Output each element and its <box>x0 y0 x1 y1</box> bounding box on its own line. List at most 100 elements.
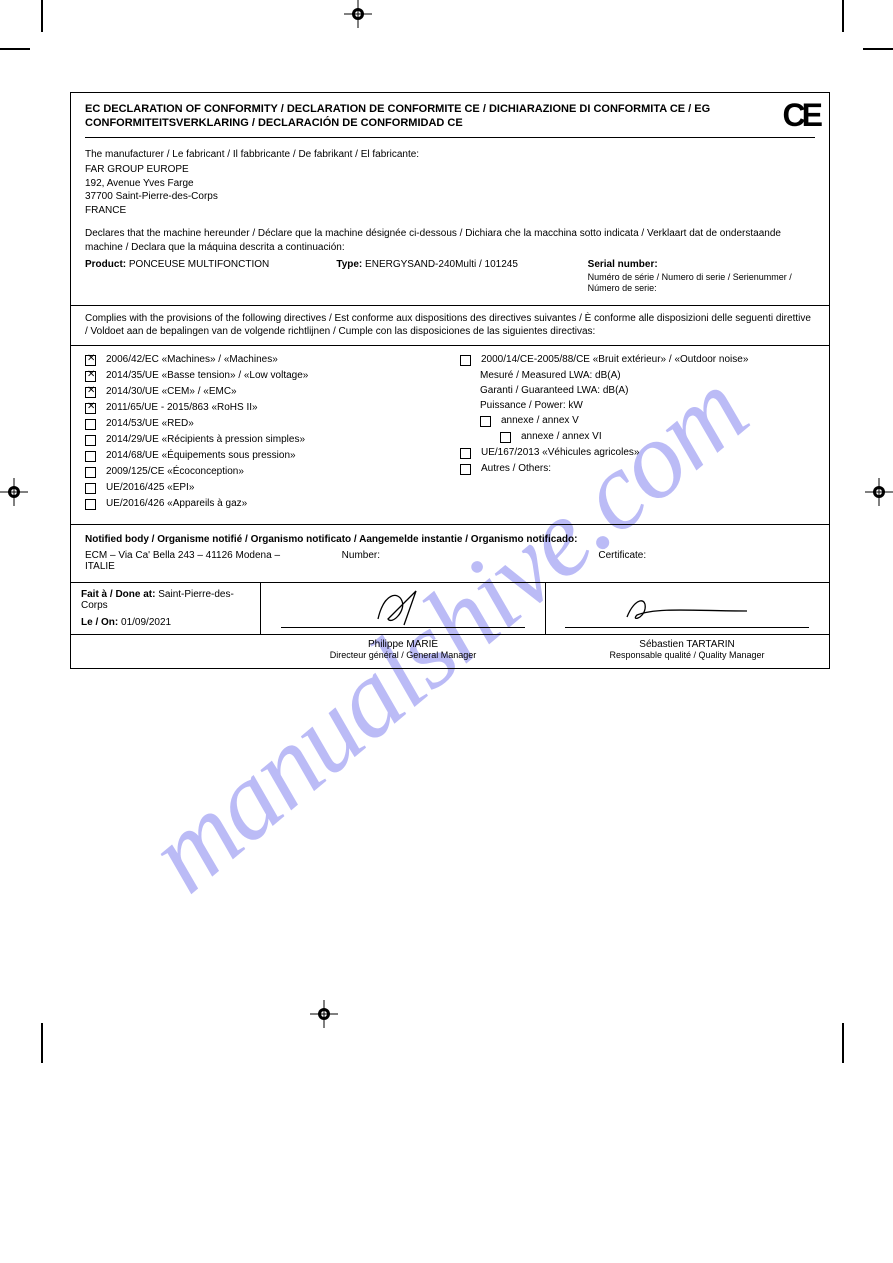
signer-2-role: Responsable qualité / Quality Manager <box>545 650 829 660</box>
crop-mark <box>863 48 893 50</box>
directive-label: UE/2016/425 «EPI» <box>106 482 194 493</box>
signature-section: Fait à / Done at: Saint-Pierre-des-Corps… <box>71 583 829 635</box>
checkbox-icon <box>85 419 96 430</box>
directive-sub-label: Garanti / Guaranteed LWA: dB(A) <box>480 385 628 396</box>
manufacturer-addr1: 192, Avenue Yves Farge <box>85 177 815 191</box>
checkbox-icon <box>85 467 96 478</box>
place-label: Fait à / Done at: <box>81 589 155 600</box>
checkbox-icon <box>500 432 511 443</box>
conforms-heading: Complies with the provisions of the foll… <box>85 312 815 339</box>
directive-row: 2000/14/CE-2005/88/CE «Bruit extérieur» … <box>460 354 815 366</box>
checkbox-icon <box>85 451 96 462</box>
crop-mark <box>41 1023 43 1063</box>
checkbox-icon <box>480 416 491 427</box>
directive-row: UE/167/2013 «Véhicules agricoles» <box>460 447 815 459</box>
checkbox-icon <box>460 464 471 475</box>
manufacturer-addr2: 37700 Saint-Pierre-des-Corps <box>85 190 815 204</box>
signature-1-line <box>281 594 525 628</box>
directive-label: UE/2016/426 «Appareils à gaz» <box>106 498 247 509</box>
directive-label: 2014/53/UE «RED» <box>106 418 194 429</box>
manufacturer-addr3: FRANCE <box>85 204 815 218</box>
declaration-document: EC DECLARATION OF CONFORMITY / DECLARATI… <box>70 92 830 669</box>
notified-section: Notified body / Organisme notifié / Orga… <box>71 525 829 584</box>
product-value: PONCEUSE MULTIFONCTION <box>129 259 269 270</box>
signature-names-section: Philippe MARIE Directeur général / Gener… <box>71 635 829 668</box>
crop-mark <box>842 0 844 32</box>
product-row: Product: PONCEUSE MULTIFONCTION Type: EN… <box>85 258 815 295</box>
directive-row: 2014/29/UE «Récipients à pression simple… <box>85 434 440 446</box>
notified-body-name: ECM – Via Ca' Bella 243 – 41126 Modena –… <box>85 550 302 572</box>
divider <box>85 137 815 144</box>
date-value: 01/09/2021 <box>121 617 171 628</box>
directive-label: 2014/35/UE «Basse tension» / «Low voltag… <box>106 370 308 381</box>
serial-label-multi: Numéro de série / Numero di serie / Seri… <box>588 272 815 295</box>
registration-mark-icon <box>344 0 372 28</box>
directive-row: 2014/53/UE «RED» <box>85 418 440 430</box>
signature-2-line <box>565 594 809 628</box>
ce-mark-icon: CE <box>783 97 819 134</box>
directive-row: Autres / Others: <box>460 463 815 475</box>
directive-label: 2006/42/EC «Machines» / «Machines» <box>106 354 278 365</box>
directive-row: annexe / annex VI <box>500 431 815 443</box>
directive-label: 2014/29/UE «Récipients à pression simple… <box>106 434 305 445</box>
directive-sub-label: Mesuré / Measured LWA: dB(A) <box>480 370 621 381</box>
directive-row: UE/2016/425 «EPI» <box>85 482 440 494</box>
directive-row: 2006/42/EC «Machines» / «Machines» <box>85 354 440 366</box>
directive-label: UE/167/2013 «Véhicules agricoles» <box>481 447 639 458</box>
directive-row: 2014/68/UE «Équipements sous pression» <box>85 450 440 462</box>
checkbox-icon <box>85 435 96 446</box>
directive-row: UE/2016/426 «Appareils à gaz» <box>85 498 440 510</box>
signer-1-name: Philippe MARIE <box>261 639 545 650</box>
checkbox-icon <box>85 499 96 510</box>
date-label: Le / On: <box>81 617 118 628</box>
crop-mark <box>842 1023 844 1063</box>
type-value: ENERGYSAND-240Multi / 101245 <box>365 259 518 270</box>
directives-section: 2006/42/EC «Machines» / «Machines» 2014/3… <box>71 346 829 525</box>
directive-row: annexe / annex V <box>480 415 815 427</box>
document-title: EC DECLARATION OF CONFORMITY / DECLARATI… <box>85 101 745 131</box>
directive-row: 2011/65/UE - 2015/863 «RoHS II» <box>85 402 440 414</box>
directive-label: 2014/30/UE «CEM» / «EMC» <box>106 386 237 397</box>
checkbox-icon <box>85 371 96 382</box>
directive-label: 2009/125/CE «Écoconception» <box>106 466 244 477</box>
crop-mark <box>0 48 30 50</box>
directive-sub-row: Mesuré / Measured LWA: dB(A) <box>480 370 815 381</box>
signature-2-icon <box>617 587 757 627</box>
directive-label: 2014/68/UE «Équipements sous pression» <box>106 450 296 461</box>
directive-sub-row: Puissance / Power: kW <box>480 400 815 411</box>
directives-right-col: 2000/14/CE-2005/88/CE «Bruit extérieur» … <box>460 354 815 514</box>
signer-2: Sébastien TARTARIN Responsable qualité /… <box>545 635 829 668</box>
signature-1-icon <box>358 585 448 627</box>
checkbox-icon <box>85 387 96 398</box>
directives-left-col: 2006/42/EC «Machines» / «Machines» 2014/3… <box>85 354 440 514</box>
directive-row: 2009/125/CE «Écoconception» <box>85 466 440 478</box>
declares-text: Declares that the machine hereunder / Dé… <box>85 227 815 254</box>
checkbox-icon <box>85 483 96 494</box>
registration-mark-icon <box>0 478 28 506</box>
signature-2-cell <box>546 583 830 634</box>
type-label: Type: <box>336 259 362 270</box>
footer-spacer <box>71 635 261 668</box>
conforms-section: Complies with the provisions of the foll… <box>71 306 829 346</box>
manufacturer-address: FAR GROUP EUROPE 192, Avenue Yves Farge … <box>85 163 815 217</box>
signer-2-name: Sébastien TARTARIN <box>545 639 829 650</box>
directive-label: annexe / annex V <box>501 415 579 426</box>
directive-row: 2014/30/UE «CEM» / «EMC» <box>85 386 440 398</box>
registration-mark-icon <box>310 1000 338 1028</box>
header-section: EC DECLARATION OF CONFORMITY / DECLARATI… <box>71 93 829 306</box>
signer-1: Philippe MARIE Directeur général / Gener… <box>261 635 545 668</box>
directive-label: 2011/65/UE - 2015/863 «RoHS II» <box>106 402 258 413</box>
checkbox-icon <box>85 403 96 414</box>
directive-sub-row: Garanti / Guaranteed LWA: dB(A) <box>480 385 815 396</box>
serial-label-en: Serial number: <box>588 259 658 270</box>
directive-row: 2014/35/UE «Basse tension» / «Low voltag… <box>85 370 440 382</box>
directive-label: Autres / Others: <box>481 463 551 474</box>
directive-label: annexe / annex VI <box>521 431 602 442</box>
crop-mark <box>41 0 43 32</box>
signature-place-date: Fait à / Done at: Saint-Pierre-des-Corps… <box>71 583 261 634</box>
registration-mark-icon <box>865 478 893 506</box>
signer-1-role: Directeur général / General Manager <box>261 650 545 660</box>
notified-number-label: Number: <box>342 550 559 572</box>
product-label: Product: <box>85 259 126 270</box>
checkbox-icon <box>85 355 96 366</box>
